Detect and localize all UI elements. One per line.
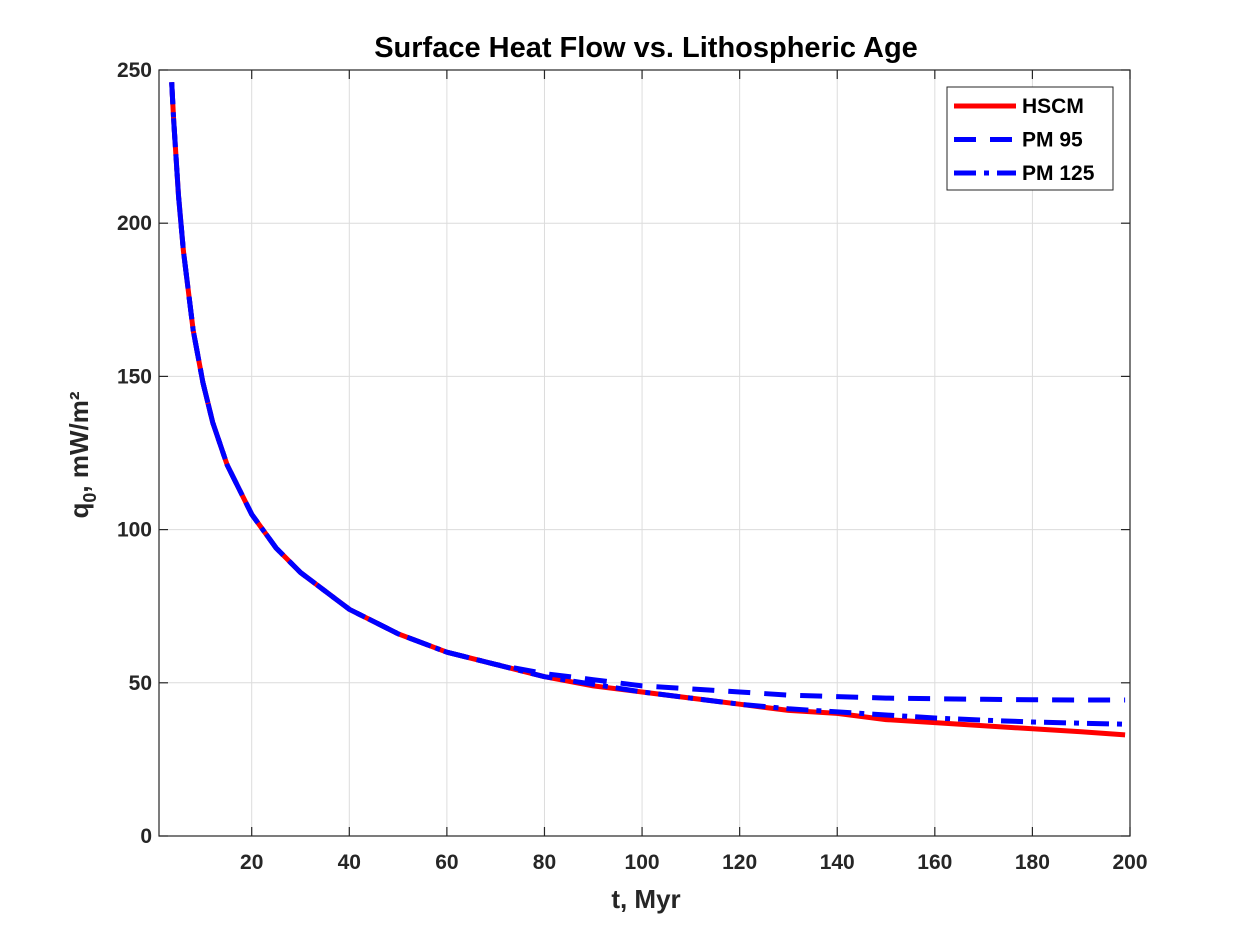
y-axis-label-main: q [64, 503, 94, 519]
x-tick-label-180: 180 [1015, 851, 1050, 874]
y-tick-label-150: 150 [117, 365, 152, 388]
y-tick-label-250: 250 [117, 59, 152, 82]
x-axis-label: t, Myr [611, 884, 680, 914]
x-tick-label-140: 140 [820, 851, 855, 874]
x-tick-label-60: 60 [435, 851, 458, 874]
y-axis-label: q0, mW/m² [64, 391, 100, 518]
x-tick-label-40: 40 [338, 851, 361, 874]
y-tick-label-100: 100 [117, 519, 152, 542]
x-tick-label-80: 80 [533, 851, 556, 874]
axes-box [158, 69, 1131, 837]
tick-labels: 20 40 60 80 100 120 140 160 180 200 0 50 100 150 200 25… [117, 59, 1148, 874]
legend-label-hscm: HSCM [1022, 95, 1084, 118]
legend: HSCM PM 95 PM 125 [946, 86, 1114, 191]
series-line-pm-125 [169, 82, 1126, 727]
legend-items: HSCM PM 95 PM 125 [954, 95, 1095, 185]
y-tick-label-0: 0 [140, 825, 152, 848]
y-axis-label-units: , mW/m² [64, 391, 94, 492]
x-tick-label-20: 20 [240, 851, 263, 874]
chart-title: Surface Heat Flow vs. Lithospheric Age [374, 32, 918, 64]
series-line-pm-95 [169, 82, 1126, 703]
plot-area [159, 70, 1130, 836]
x-tick-label-120: 120 [722, 851, 757, 874]
y-axis-label-subscript: 0 [80, 493, 100, 503]
legend-label-pm-125: PM 125 [1022, 162, 1095, 185]
x-tick-label-200: 200 [1112, 851, 1147, 874]
y-tick-label-50: 50 [129, 672, 152, 695]
data-series [169, 82, 1126, 738]
x-tick-label-160: 160 [917, 851, 952, 874]
axes [158, 69, 1131, 837]
legend-label-pm-95: PM 95 [1022, 129, 1083, 152]
x-tick-label-100: 100 [625, 851, 660, 874]
y-tick-label-200: 200 [117, 212, 152, 235]
